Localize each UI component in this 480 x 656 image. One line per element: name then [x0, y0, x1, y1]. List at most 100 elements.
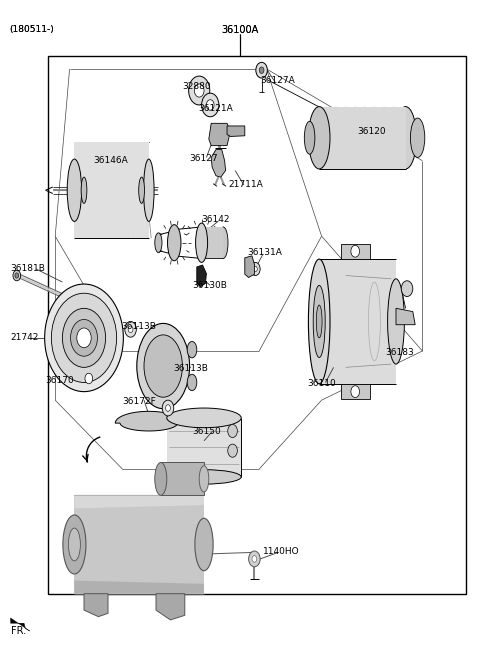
Polygon shape	[74, 142, 149, 238]
Circle shape	[253, 266, 257, 272]
Text: 36110: 36110	[307, 379, 336, 388]
Ellipse shape	[81, 177, 87, 203]
Ellipse shape	[187, 341, 197, 358]
Polygon shape	[341, 244, 370, 259]
Circle shape	[166, 405, 170, 411]
Circle shape	[249, 551, 260, 567]
Circle shape	[259, 67, 264, 73]
Ellipse shape	[410, 118, 425, 157]
Circle shape	[85, 373, 93, 384]
Ellipse shape	[69, 528, 81, 561]
Text: 36127A: 36127A	[260, 76, 295, 85]
Text: 36142: 36142	[202, 215, 230, 224]
Circle shape	[252, 556, 257, 562]
Ellipse shape	[144, 159, 154, 222]
Circle shape	[162, 400, 174, 416]
Bar	[48, 56, 466, 594]
Ellipse shape	[195, 518, 213, 571]
Circle shape	[13, 270, 21, 281]
Text: 36120: 36120	[358, 127, 386, 136]
Polygon shape	[161, 462, 204, 495]
Text: 21711A: 21711A	[228, 180, 263, 190]
Ellipse shape	[199, 466, 209, 492]
Polygon shape	[11, 618, 30, 631]
Text: FR.: FR.	[11, 626, 26, 636]
Ellipse shape	[196, 223, 208, 262]
Circle shape	[351, 245, 360, 257]
Polygon shape	[245, 256, 254, 277]
Ellipse shape	[144, 335, 182, 398]
Text: 36181B: 36181B	[11, 264, 46, 274]
Polygon shape	[197, 265, 206, 287]
Circle shape	[189, 76, 210, 105]
Polygon shape	[202, 227, 223, 258]
Ellipse shape	[313, 285, 325, 358]
Ellipse shape	[309, 259, 330, 384]
Text: 36130B: 36130B	[192, 281, 227, 290]
Circle shape	[194, 84, 204, 97]
Polygon shape	[84, 594, 108, 617]
Text: (180511-): (180511-)	[10, 25, 54, 34]
Ellipse shape	[316, 305, 322, 338]
Ellipse shape	[67, 159, 82, 222]
Polygon shape	[319, 106, 406, 169]
Text: 36100A: 36100A	[221, 24, 259, 35]
Circle shape	[351, 386, 360, 398]
Circle shape	[71, 319, 97, 356]
Circle shape	[15, 273, 19, 278]
Polygon shape	[74, 495, 204, 594]
Circle shape	[251, 262, 260, 276]
Text: (180511-): (180511-)	[10, 25, 54, 34]
Polygon shape	[209, 123, 230, 146]
Text: 21742: 21742	[11, 333, 39, 342]
Circle shape	[202, 93, 219, 117]
Circle shape	[62, 308, 106, 367]
Ellipse shape	[304, 121, 315, 154]
Text: 36131A: 36131A	[247, 248, 282, 257]
Circle shape	[206, 100, 214, 110]
Text: 36172F: 36172F	[122, 397, 156, 406]
Ellipse shape	[167, 408, 241, 428]
Polygon shape	[319, 259, 396, 384]
Polygon shape	[227, 126, 245, 136]
Text: 36146A: 36146A	[94, 156, 128, 165]
Text: 36113B: 36113B	[121, 321, 156, 331]
Polygon shape	[396, 308, 415, 325]
Ellipse shape	[155, 233, 162, 253]
Circle shape	[228, 444, 237, 457]
Ellipse shape	[63, 515, 86, 574]
Polygon shape	[156, 594, 185, 620]
Circle shape	[128, 326, 133, 333]
Circle shape	[256, 62, 267, 78]
Text: 32880: 32880	[182, 82, 211, 91]
Circle shape	[228, 424, 237, 438]
Ellipse shape	[395, 106, 416, 169]
Ellipse shape	[187, 374, 197, 391]
Circle shape	[401, 281, 413, 297]
Polygon shape	[167, 418, 241, 477]
Ellipse shape	[137, 323, 190, 409]
Text: 36183: 36183	[385, 348, 414, 358]
Text: 36100A: 36100A	[221, 24, 259, 35]
Circle shape	[125, 321, 136, 337]
Ellipse shape	[218, 227, 228, 258]
Ellipse shape	[309, 106, 330, 169]
Circle shape	[45, 284, 123, 392]
Circle shape	[51, 293, 117, 382]
Ellipse shape	[168, 224, 181, 260]
Polygon shape	[341, 384, 370, 399]
Ellipse shape	[155, 462, 167, 495]
Ellipse shape	[167, 470, 241, 484]
Ellipse shape	[139, 177, 144, 203]
Text: 36170: 36170	[46, 376, 74, 385]
Ellipse shape	[388, 279, 404, 364]
Polygon shape	[74, 581, 204, 594]
Text: 36127: 36127	[190, 154, 218, 163]
Polygon shape	[74, 495, 204, 508]
Polygon shape	[211, 150, 226, 177]
Circle shape	[77, 328, 91, 348]
Text: 36150: 36150	[192, 427, 221, 436]
Text: 36121A: 36121A	[198, 104, 233, 113]
Polygon shape	[115, 411, 182, 431]
Text: 1140HO: 1140HO	[263, 546, 300, 556]
